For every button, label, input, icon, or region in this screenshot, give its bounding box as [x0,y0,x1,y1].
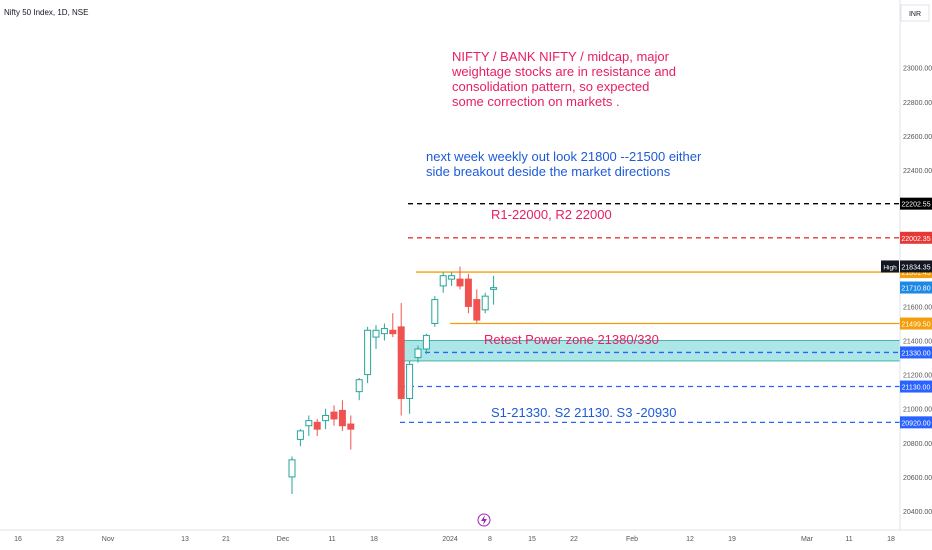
price-tick-label: 21000.00 [903,407,932,414]
level-price-tag: 20920.00 [901,420,930,427]
time-tick-label: 23 [56,536,64,543]
price-tick-label: 22400.00 [903,168,932,175]
time-tick-label: Dec [277,536,290,543]
level-price-tag: 21499.50 [901,322,930,329]
candle-body-up [439,275,447,287]
lightning-icon [481,515,487,525]
candle-body-down [456,278,464,287]
candle-body-down [338,409,346,427]
price-tick-label: 20800.00 [903,441,932,448]
note-correction-line: NIFTY / BANK NIFTY / midcap, major [452,49,670,64]
price-tick-label: 22600.00 [903,134,932,141]
time-tick-label: 18 [887,536,895,543]
candle-body-up [481,295,489,311]
time-tick-label: Feb [626,536,638,543]
note-correction: NIFTY / BANK NIFTY / midcap, major weigh… [451,49,680,109]
candle-body-up [322,415,330,422]
note-correction-line: consolidation pattern, so expected [452,79,649,94]
note-outlook-line: side breakout deside the market directio… [426,164,671,179]
note-outlook-line: next week weekly out look 21800 --21500 … [426,149,702,164]
candle-body-down [473,299,481,321]
time-tick-label: Nov [102,536,115,543]
high-badge-bg [881,260,899,273]
level-price-tag-bg [900,231,932,244]
level-price-tag-bg [900,416,932,429]
candle-body-up [364,329,372,376]
candle-body-up [372,329,380,338]
candle-body-down [464,278,472,307]
level-price-tag-bg [900,346,932,359]
level-price-tag: 21330.00 [901,350,930,357]
last-price-tag-bg [900,281,932,294]
price-tick-label: 20400.00 [903,509,932,516]
time-tick-label: 8 [488,536,492,543]
symbol-title: Nifty 50 Index, 1D, NSE [4,8,88,17]
high-price-tag-bg [900,260,932,273]
time-axis[interactable]: 16 23 Nov 13 21 Dec 11 18 2024 8 15 22 Feb 12 19 Mar 11 1… [14,536,895,543]
candle-body-up [431,299,439,324]
time-tick-label: 16 [14,536,22,543]
price-tick-label: 21400.00 [903,339,932,346]
high-price-tag: 21834.35 [901,264,930,271]
candle-body-up [490,287,498,290]
candle-body-up [305,420,313,427]
currency-button[interactable]: INR [900,4,930,22]
power-zone-label: Retest Power zone 21380/330 [484,332,659,347]
level-lines [400,203,900,423]
candle-body-up [355,379,363,393]
price-tick-label: 21600.00 [903,304,932,311]
candle-body-up [296,430,304,440]
price-tick-label: 23000.00 [903,66,932,73]
level-price-tag-bg [900,380,932,393]
price-tick-label: 22800.00 [903,100,932,107]
candle-body-up [422,334,430,350]
time-tick-label: 19 [728,536,736,543]
time-tick-label: 12 [686,536,694,543]
time-tick-label: Mar [801,536,814,543]
candle-body-down [389,329,397,335]
candle-body-up [448,275,456,280]
time-tick-label: 13 [181,536,189,543]
time-tick-label: 18 [370,536,378,543]
price-tick-label: 21200.00 [903,373,932,380]
level-price-tag-bg [900,317,932,330]
candle-body-up [414,348,422,359]
candle-body-down [330,411,338,420]
candle-body-up [380,328,388,335]
high-badge: High [883,264,897,271]
price-tick-label: 20600.00 [903,475,932,482]
candles [288,266,498,494]
level-price-tag: 21130.00 [902,385,931,392]
note-outlook: next week weekly out look 21800 --21500 … [426,149,705,179]
candle-body-up [406,363,414,399]
last-price-tag: 21710.80 [901,286,930,293]
note-correction-line: some correction on markets . [452,94,620,109]
level-price-tag-bg [900,197,932,210]
candle-body-down [313,421,321,430]
time-tick-label: 11 [328,536,335,543]
note-correction-line: weightage stocks are in resistance and [451,64,676,79]
candle-body-down [397,326,405,399]
time-tick-label: 2024 [442,536,458,543]
time-tick-label: 22 [570,536,578,543]
candle-body-down [347,423,355,430]
time-tick-label: 21 [222,536,230,543]
support-label: S1-21330. S2 21130. S3 -20930 [491,405,677,420]
candle-body-up [288,459,296,478]
event-marker[interactable] [477,513,491,527]
time-tick-label: 15 [528,536,536,543]
resistance-label: R1-22000, R2 22000 [491,207,612,222]
price-tags: 22202.55 22002.35 21801.45 21499.50 21330.00… [881,197,932,429]
level-price-tag: 22002.35 [901,236,930,243]
time-tick-label: 11 [845,536,852,543]
level-price-tag: 21801.45 [901,270,930,277]
level-price-tag: 22202.55 [901,202,930,209]
currency-label: INR [909,11,921,18]
